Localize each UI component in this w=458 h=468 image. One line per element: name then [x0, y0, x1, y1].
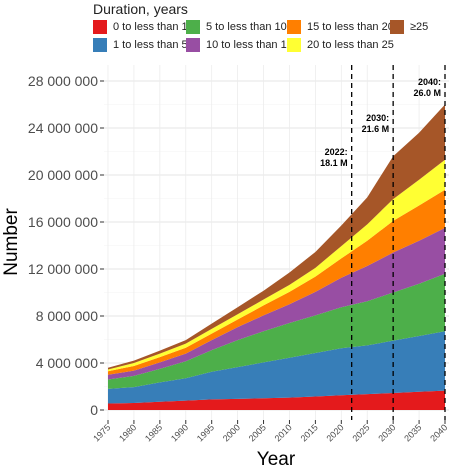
legend-swatch [93, 38, 107, 52]
y-axis-title: Number [1, 208, 22, 276]
x-tick-label: 2025 [350, 422, 371, 443]
legend-swatch [390, 20, 404, 34]
x-tick-label: 2035 [402, 422, 423, 443]
legend-item-15-to-20: 15 to less than 20 [287, 19, 394, 35]
x-tick-label: 1985 [143, 422, 164, 443]
y-tick-label: 12 000 000 [28, 261, 98, 277]
legend-item-0-to-1: 0 to less than 1 [93, 19, 188, 35]
x-tick-label: 2040 [428, 422, 449, 443]
area-layer [108, 104, 445, 410]
area-series-0 [108, 390, 445, 410]
legend-swatch [93, 20, 107, 34]
x-tick-label: 2030 [376, 422, 397, 443]
y-tick-label: 0 [90, 402, 98, 418]
x-tick-label: 2005 [247, 422, 268, 443]
reference-line-label: 2030: [366, 113, 389, 123]
reference-line-value: 18.1 M [320, 158, 348, 168]
legend-swatch [186, 20, 200, 34]
legend-title: Duration, years [93, 1, 188, 17]
reference-line-label: 2040: [418, 77, 441, 87]
area-series-2 [108, 273, 445, 389]
legend-label: 20 to less than 25 [307, 39, 394, 51]
legend-label: 10 to less than 15 [206, 39, 293, 51]
y-tick-label: 4 000 000 [36, 355, 98, 371]
legend-item-20-to-25: 20 to less than 25 [287, 37, 394, 53]
reference-line-value: 21.6 M [362, 124, 390, 134]
legend-label: 5 to less than 10 [206, 21, 287, 33]
x-tick-label: 1975 [91, 422, 112, 443]
legend-label: ≥25 [410, 21, 429, 33]
reference-line-label: 2022: [325, 147, 348, 157]
x-tick-label: 2020 [324, 422, 345, 443]
legend-item-1-to-5: 1 to less than 5 [93, 37, 188, 53]
legend-item-10-to-15: 10 to less than 15 [186, 37, 293, 53]
legend-swatch [287, 20, 301, 34]
reference-lines: 2022:18.1 M 2030:21.6 M 2040:26.0 M [320, 65, 446, 420]
y-tick-label: 8 000 000 [36, 308, 98, 324]
legend-item-25-plus: ≥25 [390, 19, 428, 35]
x-axis-title: Year [257, 449, 296, 468]
reference-line-value: 26.0 M [413, 88, 441, 98]
x-tick-label: 2000 [221, 422, 242, 443]
legend-label: 0 to less than 1 [113, 21, 188, 33]
legend-label: 1 to less than 5 [113, 39, 188, 51]
legend-label: 15 to less than 20 [307, 21, 394, 33]
x-tick-label: 1995 [195, 422, 216, 443]
x-tick-label: 2015 [299, 422, 320, 443]
y-tick-label: 28 000 000 [28, 73, 98, 89]
legend-swatch [287, 38, 301, 52]
area-series-1 [108, 331, 445, 404]
x-tick-label: 2010 [273, 422, 294, 443]
y-tick-label: 20 000 000 [28, 167, 98, 183]
x-tick-label: 1980 [117, 422, 138, 443]
x-tick-label: 1990 [169, 422, 190, 443]
y-tick-label: 24 000 000 [28, 120, 98, 136]
y-tick-label: 16 000 000 [28, 214, 98, 230]
legend-item-5-to-10: 5 to less than 10 [186, 19, 287, 35]
legend-swatch [186, 38, 200, 52]
